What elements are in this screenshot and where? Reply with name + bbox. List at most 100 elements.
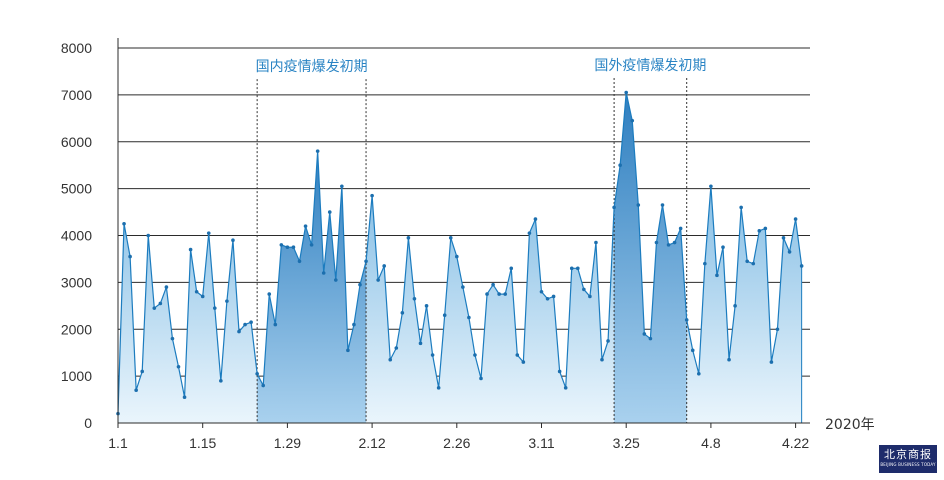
phase-label: 国内疫情爆发初期 [256,58,368,75]
axes: 0 1000 2000 3000 4000 5000 6000 7000 8000 1.1 1.15… [61,38,810,451]
data-point [600,357,604,362]
data-point [648,336,653,341]
y-tick-label: 4000 [61,228,92,244]
data-point [297,259,302,264]
data-point [551,294,556,299]
data-point [727,357,731,362]
data-point [170,336,175,341]
phase-markers: 国内疫情爆发初期 国外疫情爆发初期 [256,57,706,423]
data-point [376,278,380,282]
data-point [515,353,520,357]
data-point [557,369,562,374]
data-point [412,296,417,301]
series-polyline [117,92,803,414]
data-point [533,217,538,221]
data-point [418,341,423,346]
data-point [697,371,701,376]
data-point [467,315,471,320]
x-tick-label: 2.26 [443,435,470,451]
logo-english-text: BEIJING BUSINESS TODAY [880,462,936,467]
data-point [279,243,284,247]
data-point [721,245,725,250]
data-point [703,261,707,266]
data-point [606,339,610,343]
data-point [370,193,374,198]
data-point [678,226,683,231]
x-tick-label: 2.12 [358,435,385,451]
data-point [194,289,199,294]
y-tick-label: 8000 [61,40,92,56]
data-point [563,386,568,390]
data-point [539,289,544,294]
data-point [321,271,326,275]
y-tick-label: 6000 [61,134,92,150]
data-point [527,231,532,235]
y-tick-label: 2000 [61,321,92,337]
data-point [715,273,719,278]
data-point [642,332,647,336]
logo-chinese-text: 北京商报 [884,448,932,461]
y-tick-label: 3000 [61,274,92,290]
data-point [654,240,659,245]
x-tick-label: 3.11 [528,435,554,451]
data-point [660,203,665,207]
data-point [128,254,132,259]
data-point [569,266,574,271]
data-point [200,294,205,299]
data-point [799,264,804,268]
data-point [757,229,762,233]
data-point [152,306,157,310]
y-tick-label: 0 [84,415,92,431]
data-point [479,376,483,381]
data-point [255,371,259,376]
data-point [612,205,616,210]
data-point [624,90,628,95]
data-point [769,360,774,364]
data-point [424,304,429,308]
data-point [576,266,580,271]
data-point [140,369,144,374]
data-point [206,231,211,235]
data-point [436,386,441,390]
data-point [485,292,489,296]
data-point [382,264,387,268]
data-point [545,296,550,301]
series-points [116,90,804,416]
x-tick-label: 1.1 [108,435,128,451]
data-point [315,149,320,153]
data-point [327,210,332,214]
data-point [666,243,671,247]
data-point [594,240,598,245]
data-point [491,282,495,287]
phase-area-fill [257,151,367,423]
data-point [225,299,229,303]
data-point [793,217,798,221]
brand-logo: 北京商报 BEIJING BUSINESS TODAY [879,445,937,473]
x-tick-label: 4.8 [701,435,721,451]
data-point [745,259,749,264]
data-point [448,236,453,240]
data-point [582,287,586,292]
phase-label: 国外疫情爆发初期 [594,57,706,74]
data-point [709,184,713,189]
y-tick-label: 5000 [61,181,92,197]
data-point [497,292,501,296]
data-point [158,301,163,306]
data-point [455,254,459,259]
data-point [249,320,253,325]
data-point [291,245,296,250]
data-point [388,357,393,362]
data-point [473,353,477,357]
x-tick-label: 1.15 [189,435,216,451]
y-tick-label: 1000 [61,368,92,384]
data-point [285,245,290,250]
data-point [636,203,641,207]
phase-area-fill [614,92,687,423]
data-point [630,118,635,123]
data-point [219,379,223,383]
data-point [352,322,356,327]
data-point [267,292,272,296]
data-point [340,184,344,189]
data-point [176,364,181,369]
